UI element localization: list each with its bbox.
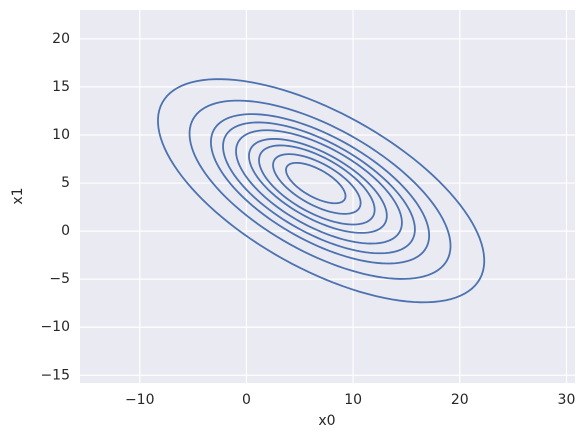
y-axis-label: x1 (10, 187, 26, 204)
contour-line (272, 153, 362, 215)
contour-line (188, 99, 452, 280)
y-tick-label: 5 (61, 175, 70, 191)
y-tick-label: −10 (40, 319, 70, 335)
x-tick-label: 30 (558, 392, 576, 408)
contour-line (222, 121, 416, 255)
y-tick-label: −15 (40, 367, 70, 383)
x-tick-label: 0 (242, 392, 251, 408)
x-tick-label: −10 (125, 392, 155, 408)
contour-line (248, 138, 388, 234)
y-tick-label: 20 (52, 31, 70, 47)
contour-line (157, 78, 486, 304)
y-tick-label: 15 (52, 79, 70, 95)
contour-line (235, 129, 403, 245)
contour-line (258, 144, 376, 226)
y-tick-label: −5 (49, 271, 70, 287)
x-axis-label: x0 (318, 413, 335, 429)
plot-area (80, 10, 575, 383)
y-tick-label: 0 (61, 223, 70, 239)
x-tick-label: 20 (451, 392, 469, 408)
contour-line (210, 113, 431, 265)
x-tick-label: 10 (344, 392, 362, 408)
y-tick-label: 10 (52, 127, 70, 143)
contour-line (285, 161, 347, 205)
